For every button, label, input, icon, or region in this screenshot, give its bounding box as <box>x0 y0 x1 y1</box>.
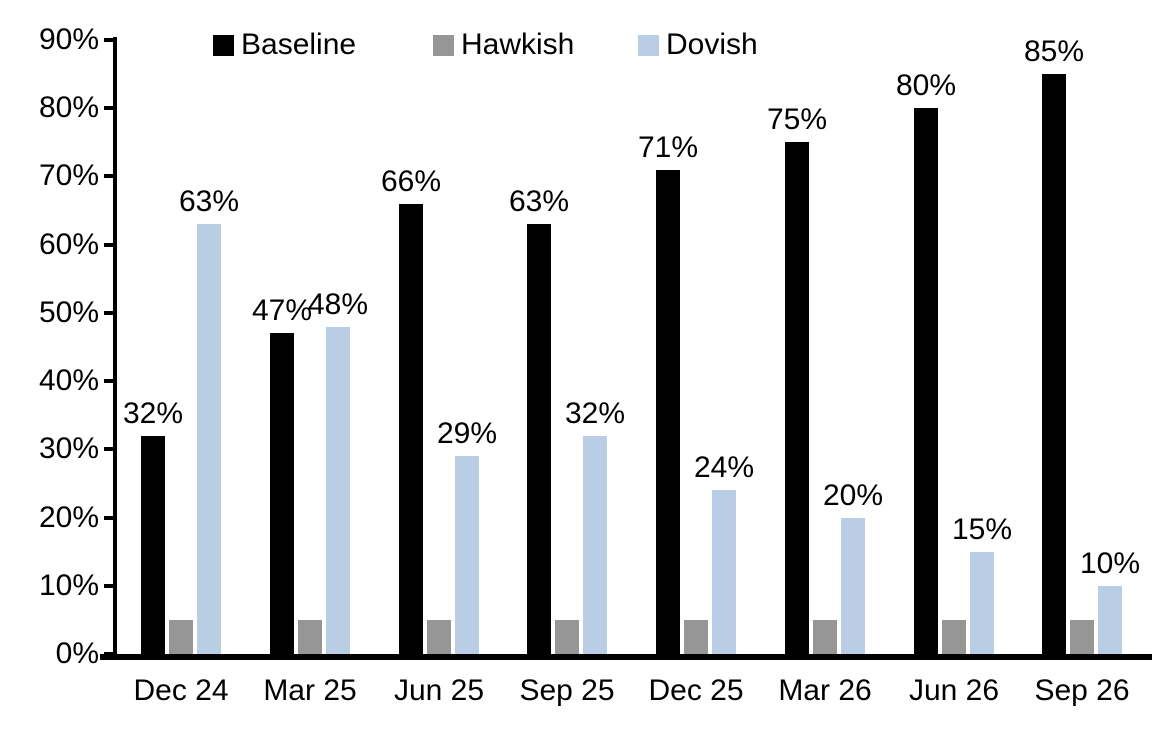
bar-baseline-dec-25 <box>656 170 680 654</box>
data-label-baseline-dec-24: 32% <box>122 397 184 430</box>
y-axis-tick-label: 20% <box>38 501 99 534</box>
bar-dovish-mar-25 <box>326 327 350 654</box>
y-axis-tick-label: 90% <box>38 23 99 56</box>
y-axis-tick <box>104 174 113 178</box>
legend-label-baseline: Baseline <box>241 28 357 61</box>
legend-item-baseline: Baseline <box>213 28 356 62</box>
x-axis-label-dec-24: Dec 24 <box>133 674 229 707</box>
bar-hawkish-mar-25 <box>298 620 322 654</box>
bar-dovish-sep-25 <box>583 436 607 654</box>
y-axis-tick-label: 10% <box>38 569 99 602</box>
bar-hawkish-sep-26 <box>1070 620 1094 654</box>
y-axis-tick-label: 60% <box>38 228 99 261</box>
y-axis-tick <box>104 106 113 110</box>
data-label-baseline-mar-25: 47% <box>251 294 313 327</box>
bar-baseline-jun-26 <box>914 108 938 654</box>
data-label-dovish-mar-25: 48% <box>307 288 369 321</box>
data-label-baseline-sep-26: 85% <box>1023 35 1085 68</box>
data-label-dovish-jun-25: 29% <box>436 417 498 450</box>
data-label-dovish-sep-26: 10% <box>1079 547 1141 580</box>
bar-group-sep-25: 63% 32% <box>509 0 625 654</box>
bar-hawkish-mar-26 <box>813 620 837 654</box>
legend-item-dovish: Dovish <box>638 28 758 62</box>
bar-hawkish-sep-25 <box>555 620 579 654</box>
data-label-baseline-mar-26: 75% <box>766 103 828 136</box>
bar-hawkish-jun-25 <box>427 620 451 654</box>
data-label-baseline-jun-26: 80% <box>895 69 957 102</box>
bar-baseline-dec-24 <box>141 436 165 654</box>
bar-dovish-jun-26 <box>970 552 994 654</box>
x-axis-label-jun-26: Jun 26 <box>908 674 1000 707</box>
bar-baseline-sep-25 <box>527 224 551 654</box>
x-axis-label-sep-26: Sep 26 <box>1034 674 1130 707</box>
data-label-dovish-sep-25: 32% <box>564 397 626 430</box>
x-axis-label-mar-25: Mar 25 <box>263 674 357 707</box>
y-axis-tick <box>104 447 113 451</box>
bar-group-dec-25: 71% 24% <box>638 0 754 654</box>
y-axis-tick-label: 30% <box>38 432 99 465</box>
x-axis-label-dec-25: Dec 25 <box>648 674 744 707</box>
data-label-baseline-dec-25: 71% <box>637 131 699 164</box>
data-label-dovish-dec-25: 24% <box>693 451 755 484</box>
bar-dovish-dec-25 <box>712 490 736 654</box>
bar-baseline-jun-25 <box>399 204 423 654</box>
y-axis-tick <box>104 379 113 383</box>
y-axis-tick <box>104 516 113 520</box>
y-axis-tick <box>104 311 113 315</box>
x-axis-label-jun-25: Jun 25 <box>393 674 485 707</box>
y-axis-tick-label: 40% <box>38 364 99 397</box>
bar-group-mar-26: 75% 20% <box>767 0 883 654</box>
bar-dovish-mar-26 <box>841 518 865 654</box>
bar-dovish-sep-26 <box>1098 586 1122 654</box>
y-axis-tick <box>104 584 113 588</box>
y-axis-tick-label: 0% <box>55 637 99 670</box>
data-label-dovish-dec-24: 63% <box>178 185 240 218</box>
y-axis-tick-label: 50% <box>38 296 99 329</box>
legend-label-dovish: Dovish <box>666 28 758 61</box>
y-axis-tick-label: 80% <box>38 91 99 124</box>
data-label-dovish-jun-26: 15% <box>951 513 1013 546</box>
bar-group-jun-26: 80% 15% <box>896 0 1012 654</box>
bar-baseline-sep-26 <box>1042 74 1066 654</box>
data-label-baseline-jun-25: 66% <box>380 165 442 198</box>
x-axis-label-mar-26: Mar 26 <box>778 674 872 707</box>
y-axis-tick-label: 70% <box>38 159 99 192</box>
y-axis-tick <box>104 38 113 42</box>
data-label-dovish-mar-26: 20% <box>822 479 884 512</box>
legend-item-hawkish: Hawkish <box>433 28 574 62</box>
bar-baseline-mar-25 <box>270 333 294 654</box>
bar-dovish-dec-24 <box>197 224 221 654</box>
x-axis-label-sep-25: Sep 25 <box>519 674 615 707</box>
bar-hawkish-dec-24 <box>169 620 193 654</box>
bar-group-sep-26: 85% 10% <box>1024 0 1140 654</box>
legend-swatch-baseline <box>213 34 234 56</box>
bar-hawkish-dec-25 <box>684 620 708 654</box>
data-label-baseline-sep-25: 63% <box>508 185 570 218</box>
plot-area: 32% 63% 47% 48% 66% 29% 63% 32% 71% 24% 75% 20% 80% 1… <box>113 0 1152 654</box>
y-axis-tick <box>104 243 113 247</box>
bar-baseline-mar-26 <box>785 142 809 654</box>
bar-group-jun-25: 66% 29% <box>381 0 497 654</box>
bar-group-mar-25: 47% 48% <box>252 0 368 654</box>
x-axis-line <box>100 654 1152 660</box>
y-axis-line <box>113 37 117 660</box>
legend-swatch-dovish <box>638 34 659 56</box>
bar-hawkish-jun-26 <box>942 620 966 654</box>
legend-label-hawkish: Hawkish <box>461 28 575 61</box>
bar-dovish-jun-25 <box>455 456 479 654</box>
legend-swatch-hawkish <box>433 34 454 56</box>
bar-group-dec-24: 32% 63% <box>123 0 239 654</box>
